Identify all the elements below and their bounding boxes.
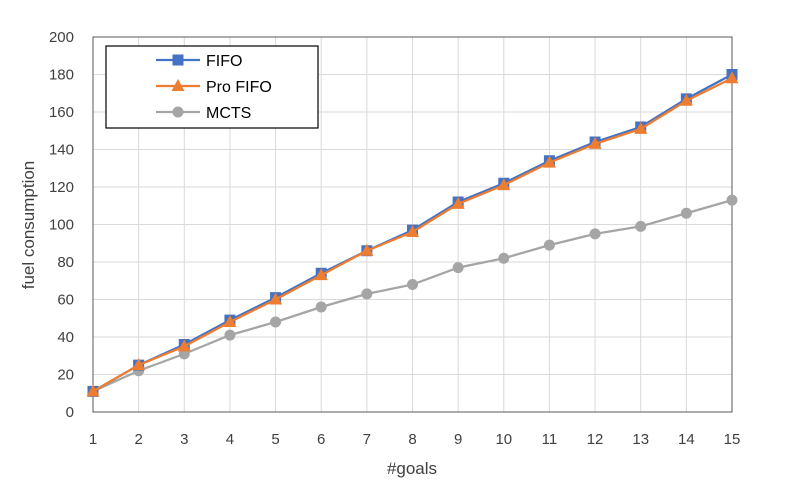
y-tick-label: 0 (66, 404, 74, 421)
x-tick-label: 4 (226, 431, 234, 448)
data-point (635, 220, 647, 232)
data-point (680, 207, 692, 219)
data-point (542, 155, 556, 168)
y-tick-label: 100 (49, 217, 74, 234)
x-tick-label: 9 (454, 431, 462, 448)
x-tick-label: 12 (587, 431, 604, 448)
x-axis-tick-labels: 1 2 3 4 5 6 7 8 9 10 11 12 13 14 15 (89, 431, 741, 448)
data-point (634, 121, 648, 134)
y-tick-label: 80 (57, 254, 74, 271)
y-tick-label: 140 (49, 142, 74, 159)
legend-marker (172, 54, 184, 66)
x-tick-label: 1 (89, 431, 97, 448)
legend-marker (172, 106, 184, 118)
data-point (361, 288, 373, 300)
data-point (543, 239, 555, 251)
legend-box (105, 45, 319, 129)
data-point (223, 315, 237, 327)
data-point (407, 279, 418, 290)
legend-label: FIFO (206, 53, 242, 70)
data-point (314, 268, 328, 281)
y-axis-tick-labels: 0 20 40 60 80 100 120 140 160 180 200 (49, 29, 74, 421)
y-tick-label: 120 (49, 179, 74, 196)
data-point (132, 358, 146, 371)
y-tick-label: 200 (49, 29, 74, 46)
legend-label: MCTS (206, 105, 251, 122)
data-point (177, 339, 191, 352)
x-tick-label: 5 (271, 431, 279, 448)
y-tick-label: 60 (57, 292, 74, 309)
x-tick-label: 14 (678, 431, 695, 448)
legend-label: Pro FIFO (206, 79, 272, 96)
data-point (451, 196, 465, 209)
data-point (315, 301, 327, 313)
y-tick-label: 20 (57, 367, 74, 384)
data-point (406, 225, 419, 237)
data-point (269, 292, 283, 305)
chart-legend: FIFO Pro FIFO MCTS (105, 45, 319, 129)
data-point (726, 194, 738, 206)
series-pro-fifo (86, 71, 739, 397)
data-point (452, 262, 464, 274)
data-point (497, 178, 511, 191)
x-axis-title: #goals (387, 459, 437, 478)
y-tick-label: 180 (49, 67, 74, 84)
plot-area-border (92, 36, 733, 413)
data-point (679, 93, 693, 106)
y-tick-label: 160 (49, 104, 74, 121)
data-point (589, 228, 601, 240)
y-tick-label: 40 (57, 329, 74, 346)
data-point (224, 329, 236, 341)
x-tick-label: 2 (134, 431, 142, 448)
data-point (588, 136, 602, 149)
x-tick-label: 7 (363, 431, 371, 448)
x-tick-label: 11 (542, 431, 558, 448)
data-point (86, 384, 100, 397)
data-point (360, 243, 374, 256)
y-axis-title: fuel consumption (19, 161, 38, 290)
data-point (270, 316, 282, 328)
legend-marker (171, 79, 185, 91)
x-tick-label: 8 (408, 431, 416, 448)
x-tick-label: 6 (317, 431, 325, 448)
data-point (498, 252, 510, 264)
data-point (725, 71, 739, 84)
x-tick-label: 15 (724, 431, 741, 448)
x-tick-label: 10 (495, 431, 512, 448)
chart-series (86, 69, 739, 397)
x-tick-label: 13 (632, 431, 649, 448)
x-tick-label: 3 (180, 431, 188, 448)
